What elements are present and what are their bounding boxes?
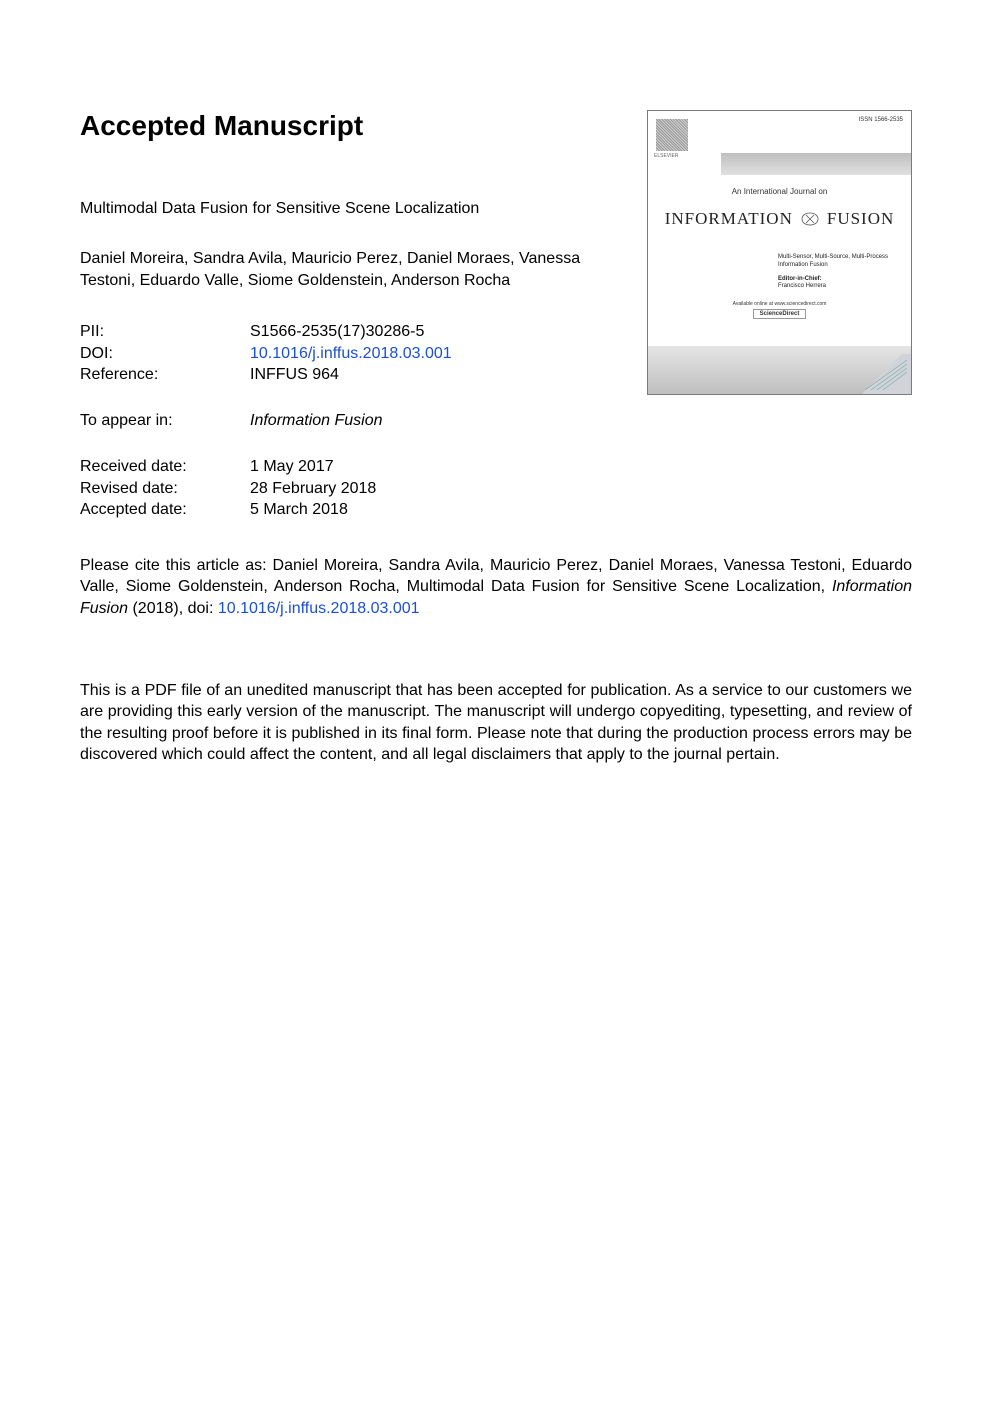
cover-diagonal-lines-icon <box>857 356 907 390</box>
cover-sub1: Multi-Sensor, Multi-Source, Multi-Proces… <box>778 254 911 262</box>
citation-doi-link[interactable]: 10.1016/j.inffus.2018.03.001 <box>218 600 420 617</box>
elsevier-logo-icon <box>656 119 688 151</box>
cover-grey-bar <box>721 153 911 175</box>
reference-value: INFFUS 964 <box>250 364 339 386</box>
doi-link[interactable]: 10.1016/j.inffus.2018.03.001 <box>250 343 452 365</box>
cover-sciencedirect: Available online at www.sciencedirect.co… <box>648 301 911 319</box>
accepted-label: Accepted date: <box>80 499 250 521</box>
cover-title-left: INFORMATION <box>665 209 793 229</box>
to-appear-value: Information Fusion <box>250 412 383 430</box>
cover-sub2: Information Fusion <box>778 262 911 270</box>
cover-sd-label: ScienceDirect <box>753 309 807 319</box>
pii-label: PII: <box>80 321 250 343</box>
dates-block: Received date: 1 May 2017 Revised date: … <box>80 456 912 521</box>
revised-value: 28 February 2018 <box>250 478 376 500</box>
doi-label: DOI: <box>80 343 250 365</box>
cover-editor-label: Editor-in-Chief: <box>778 276 911 284</box>
to-appear-row: To appear in: Information Fusion <box>80 412 912 430</box>
cover-title-right: FUSION <box>827 209 894 229</box>
accepted-row: Accepted date: 5 March 2018 <box>80 499 912 521</box>
received-label: Received date: <box>80 456 250 478</box>
citation-year: (2018), doi: <box>128 600 218 617</box>
citation-prefix: Please cite this article as: Daniel More… <box>80 557 912 596</box>
revised-row: Revised date: 28 February 2018 <box>80 478 912 500</box>
cover-subtext: Multi-Sensor, Multi-Source, Multi-Proces… <box>778 254 911 291</box>
article-title: Multimodal Data Fusion for Sensitive Sce… <box>80 200 600 218</box>
received-value: 1 May 2017 <box>250 456 334 478</box>
cover-editor-name: Francisco Herrera <box>778 283 911 291</box>
disclaimer-text: This is a PDF file of an unedited manusc… <box>80 680 912 766</box>
revised-label: Revised date: <box>80 478 250 500</box>
cover-sd-tagline: Available online at www.sciencedirect.co… <box>648 301 911 307</box>
to-appear-label: To appear in: <box>80 412 250 430</box>
journal-cover-thumbnail: ELSEVIER ISSN 1566-2535 An International… <box>647 110 912 395</box>
received-row: Received date: 1 May 2017 <box>80 456 912 478</box>
citation-text: Please cite this article as: Daniel More… <box>80 555 912 620</box>
authors-list: Daniel Moreira, Sandra Avila, Mauricio P… <box>80 248 600 291</box>
cover-tagline: An International Journal on <box>648 187 911 196</box>
reference-label: Reference: <box>80 364 250 386</box>
cover-header: ELSEVIER ISSN 1566-2535 <box>648 111 911 175</box>
pii-value: S1566-2535(17)30286-5 <box>250 321 424 343</box>
cover-knot-icon <box>797 206 823 232</box>
cover-footer-bar <box>648 346 911 394</box>
cover-issn: ISSN 1566-2535 <box>859 117 903 123</box>
cover-title: INFORMATION FUSION <box>648 206 911 232</box>
elsevier-logo-text: ELSEVIER <box>654 153 678 159</box>
accepted-value: 5 March 2018 <box>250 499 348 521</box>
